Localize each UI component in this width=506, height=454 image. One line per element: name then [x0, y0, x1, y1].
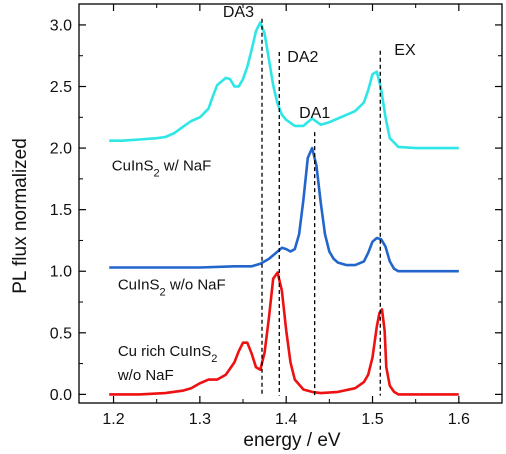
- series-line-2: [109, 146, 459, 273]
- y-axis-label: PL flux normalized: [10, 138, 31, 294]
- x-axis-label: energy / eV: [243, 430, 340, 451]
- y-tick-label: 2.5: [50, 79, 72, 96]
- x-tick-label: 1.3: [189, 411, 211, 428]
- y-tick-label: 2.0: [50, 141, 72, 158]
- y-tick-label: 0.5: [50, 325, 72, 342]
- y-tick-label: 1.0: [50, 264, 72, 281]
- x-tick-label: 1.2: [102, 411, 124, 428]
- marker-label-da3: DA3: [223, 4, 254, 21]
- marker-label-da2: DA2: [287, 49, 318, 66]
- series-label-2: CuInS2 w/o NaF: [118, 277, 226, 299]
- plot-frame: [78, 3, 503, 404]
- series-label-1: CuInS2 w/ NaF: [112, 157, 212, 179]
- y-tick-label: 0.0: [50, 387, 72, 404]
- y-tick-label: 3.0: [50, 17, 72, 34]
- series-line-3: [109, 271, 459, 396]
- x-tick-label: 1.5: [361, 411, 383, 428]
- marker-label-da1: DA1: [299, 105, 330, 122]
- series-line-1: [109, 21, 459, 150]
- marker-label-ex: EX: [394, 42, 416, 59]
- x-tick-label: 1.4: [275, 411, 297, 428]
- y-tick-label: 1.5: [50, 202, 72, 219]
- series-label-3: Cu rich CuInS2: [118, 343, 218, 365]
- series-label-3-line2: w/o NaF: [117, 367, 174, 384]
- x-tick-label: 1.6: [448, 411, 470, 428]
